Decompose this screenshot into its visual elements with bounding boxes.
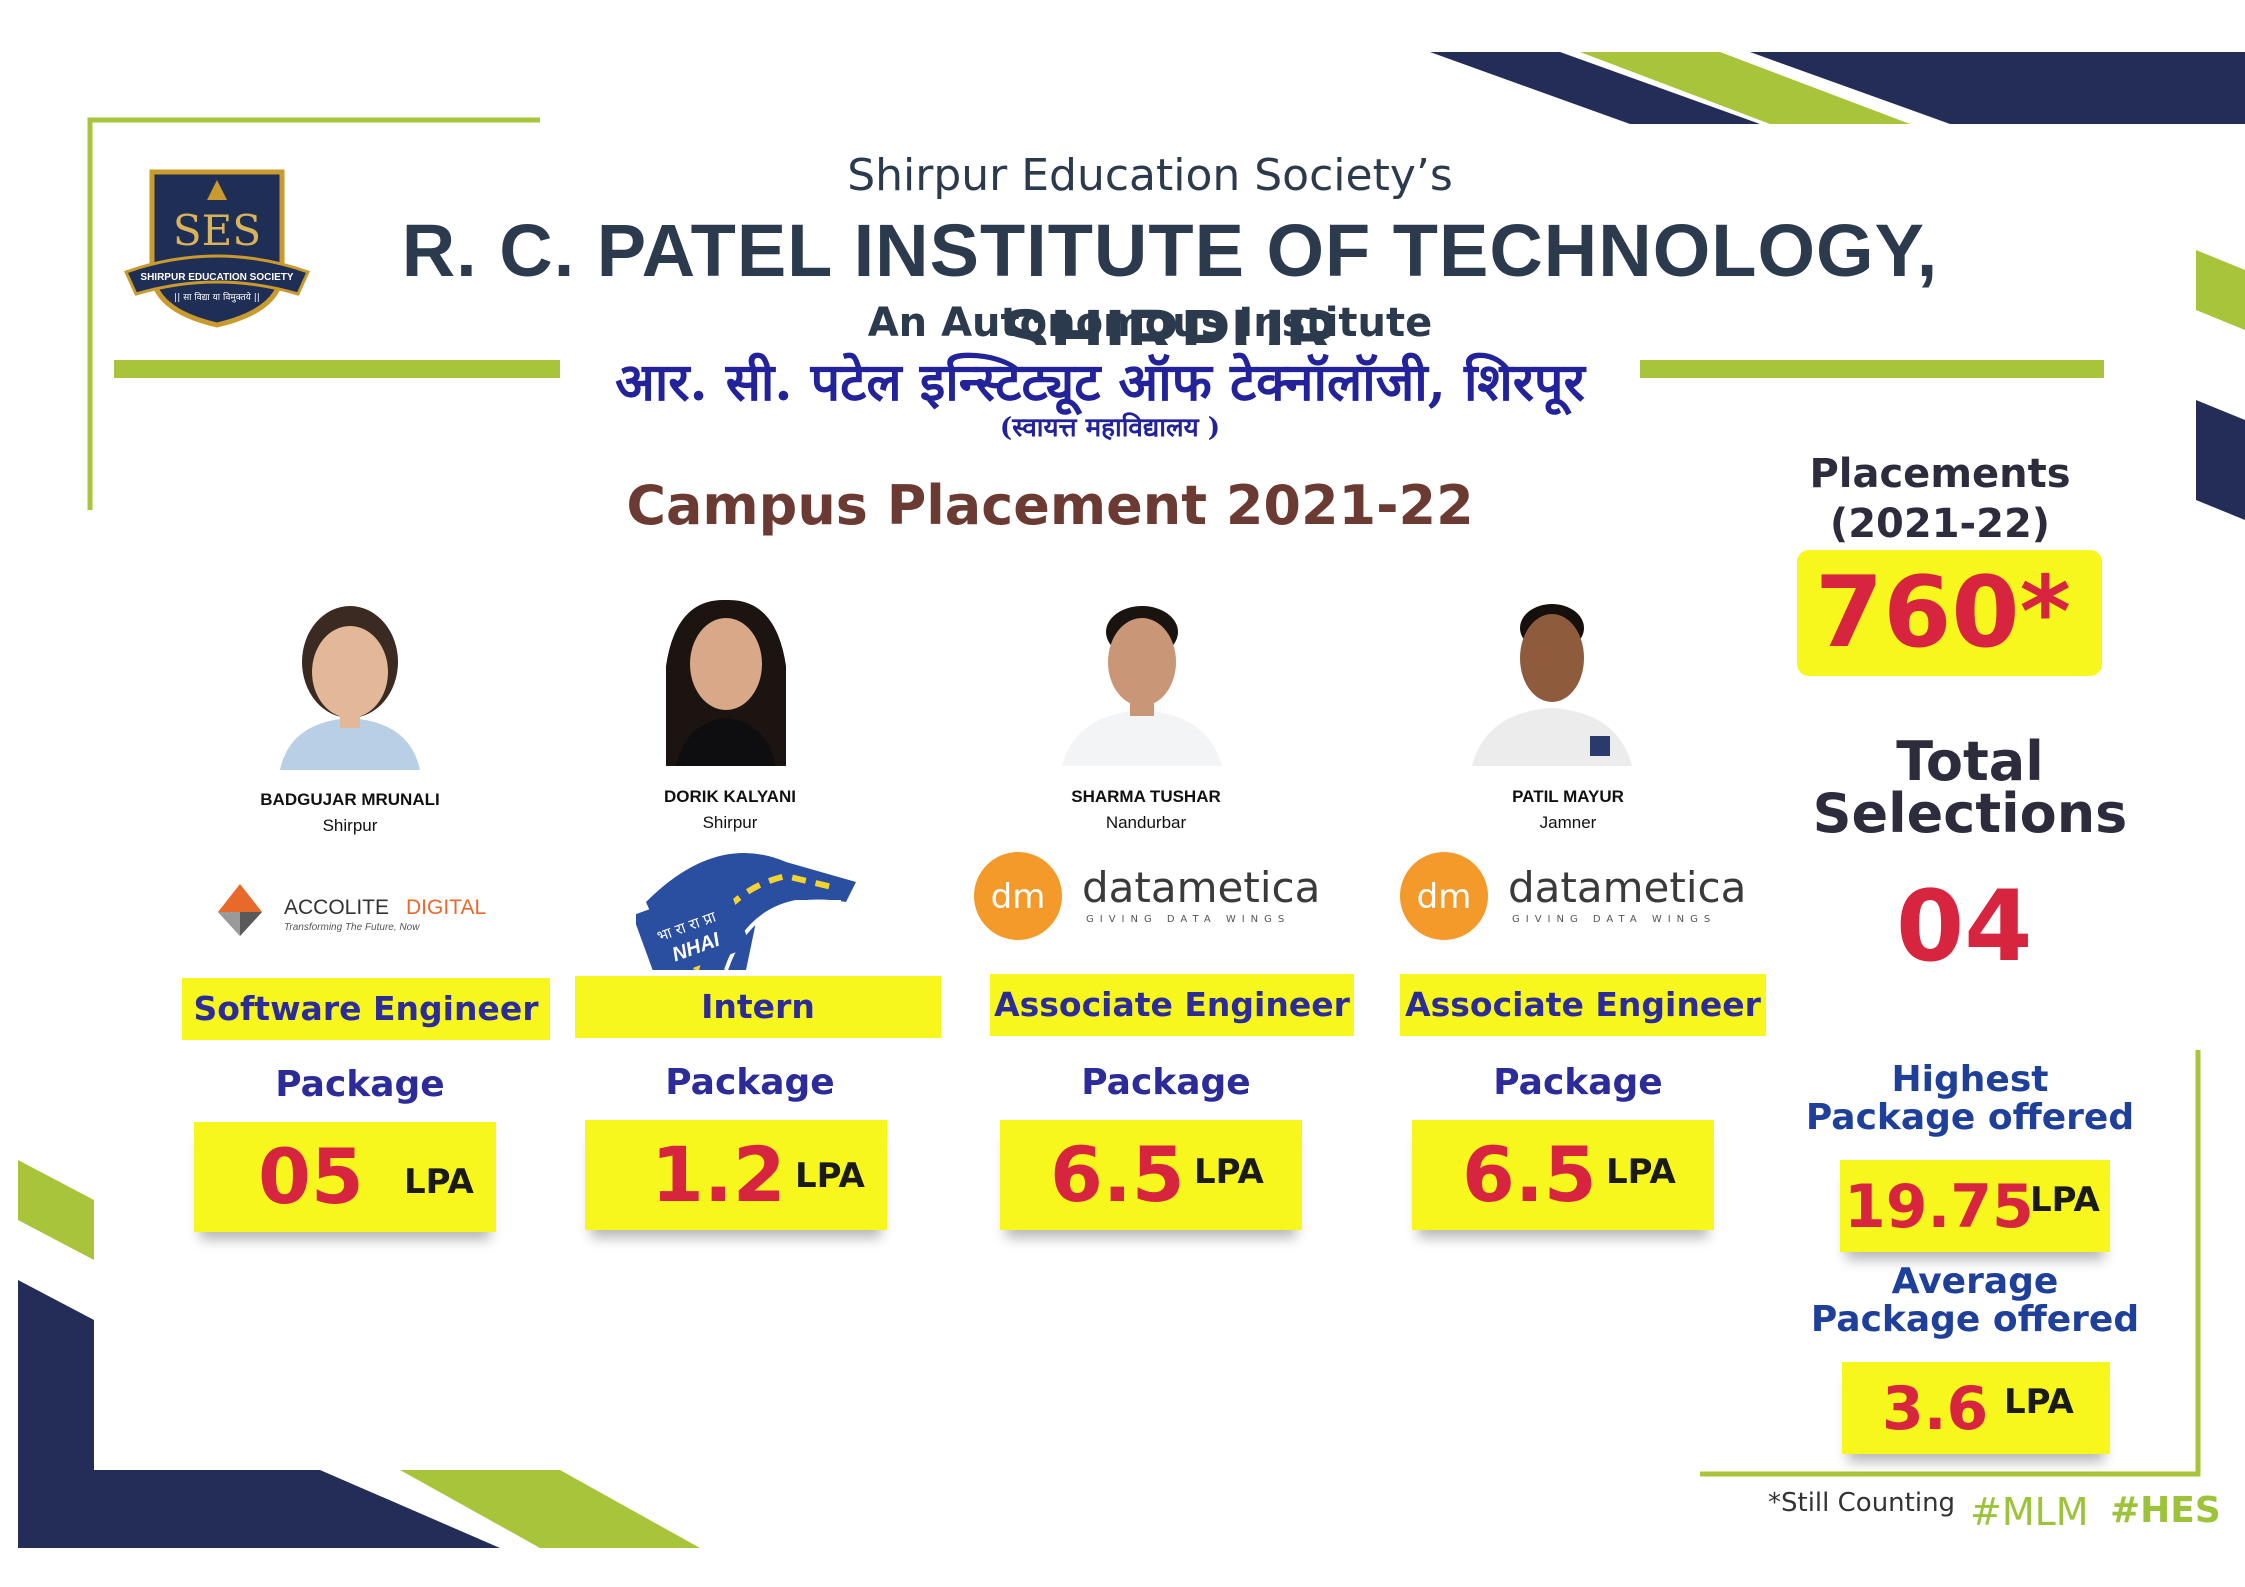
svg-text:ACCOLITE: ACCOLITE — [284, 896, 389, 919]
datametica-logo: dm datametica GIVING DATA WINGS — [974, 852, 1320, 940]
average-package-title-line1: Average — [1891, 1261, 2059, 1302]
page-title: Campus Placement 2021-22 — [626, 474, 1474, 537]
svg-text:datametica: datametica — [1082, 863, 1320, 912]
package-unit: LPA — [404, 1162, 474, 1202]
student-name: DORIK KALYANI — [664, 787, 796, 806]
autonomous-label: An Autonomous Institute — [867, 300, 1433, 346]
package-unit: LPA — [1606, 1152, 1676, 1192]
placements-count-box: 760* — [1797, 550, 2102, 676]
package-label: Package — [275, 1064, 445, 1105]
accolite-digital-logo: ACCOLITE DIGITAL Transforming The Future… — [218, 884, 486, 936]
svg-text:Transforming The Future, Now: Transforming The Future, Now — [284, 922, 420, 933]
student-city: Shirpur — [702, 813, 758, 832]
student-city: Nandurbar — [1105, 813, 1187, 832]
nhai-logo: भा रा रा प्रा NHAI — [636, 853, 856, 970]
role-badge: Software Engineer — [182, 978, 550, 1040]
role-badge: Associate Engineer — [990, 974, 1354, 1036]
svg-text:GIVING DATA WINGS: GIVING DATA WINGS — [1086, 914, 1290, 925]
placements-year: (2021-22) — [1829, 501, 2051, 547]
package-label: Package — [1493, 1062, 1663, 1103]
student-photo — [1052, 586, 1232, 766]
role-badge: Associate Engineer — [1400, 974, 1766, 1036]
placements-count: 760* — [1815, 556, 2071, 670]
autonomous-label-hindi: (स्वायत्त महाविद्यालय ) — [999, 413, 1221, 443]
society-name: Shirpur Education Society’s — [847, 150, 1453, 201]
average-package-box: 3.6 LPA — [1842, 1362, 2110, 1454]
hashtag-mlm: #MLM — [1970, 1490, 2089, 1534]
highest-package-value: 19.75 — [1844, 1172, 2034, 1242]
placements-title: Placements — [1809, 451, 2071, 497]
svg-text:dm: dm — [1417, 877, 1472, 917]
student-name: PATIL MAYUR — [1512, 787, 1624, 806]
total-selections-title-line2: Selections — [1812, 782, 2128, 845]
package-label: Package — [665, 1062, 835, 1103]
highest-package-box: 19.75 LPA — [1840, 1160, 2110, 1252]
average-package-value: 3.6 — [1882, 1374, 1989, 1444]
ses-logo: SES SHIRPUR EDUCATION SOCIETY || सा विद्… — [123, 169, 311, 328]
package-value: 1.2 — [651, 1130, 786, 1219]
highest-package-unit: LPA — [2030, 1180, 2100, 1220]
svg-text:datametica: datametica — [1508, 863, 1746, 912]
highest-package-title-line2: Package offered — [1805, 1097, 2135, 1138]
institute-name-hindi: आर. सी. पटेल इन्स्टिट्यूट ऑफ टेक्नॉलॉजी,… — [560, 345, 1640, 415]
package-box: 6.5 LPA — [1000, 1120, 1302, 1230]
datametica-logo: dm datametica GIVING DATA WINGS — [1400, 852, 1746, 940]
package-value: 6.5 — [1462, 1130, 1597, 1219]
svg-text:GIVING DATA WINGS: GIVING DATA WINGS — [1512, 914, 1716, 925]
svg-text:DIGITAL: DIGITAL — [406, 896, 486, 919]
package-value: 05 — [258, 1132, 364, 1221]
package-box: 05 LPA — [194, 1122, 496, 1232]
student-name: BADGUJAR MRUNALI — [260, 790, 440, 809]
student-city: Jamner — [1539, 813, 1597, 832]
highest-package-title-line1: Highest — [1891, 1059, 2049, 1100]
student-city: Shirpur — [322, 816, 378, 835]
package-unit: LPA — [1194, 1152, 1264, 1192]
logo-motto: || सा विद्या या विमुक्तये || — [174, 291, 260, 303]
student-photo — [636, 586, 816, 766]
package-unit: LPA — [795, 1156, 865, 1196]
still-counting-note: *Still Counting — [1768, 1488, 1956, 1518]
hashtag-hes: #HES — [2110, 1490, 2221, 1531]
package-label: Package — [1081, 1062, 1251, 1103]
student-photo — [1462, 586, 1642, 766]
package-box: 6.5 LPA — [1412, 1120, 1714, 1230]
package-box: 1.2 LPA — [585, 1120, 887, 1230]
role-badge: Intern — [575, 976, 941, 1038]
svg-text:dm: dm — [991, 877, 1046, 917]
average-package-title-line2: Package offered — [1810, 1299, 2140, 1340]
package-value: 6.5 — [1050, 1130, 1185, 1219]
logo-ring-text: SHIRPUR EDUCATION SOCIETY — [140, 272, 293, 283]
total-selections-count: 04 — [1896, 870, 2033, 984]
total-selections-title-line1: Total — [1896, 730, 2044, 793]
logo-text: SES — [173, 206, 261, 255]
student-photo — [260, 590, 440, 770]
average-package-unit: LPA — [2004, 1382, 2074, 1422]
student-name: SHARMA TUSHAR — [1071, 787, 1221, 806]
